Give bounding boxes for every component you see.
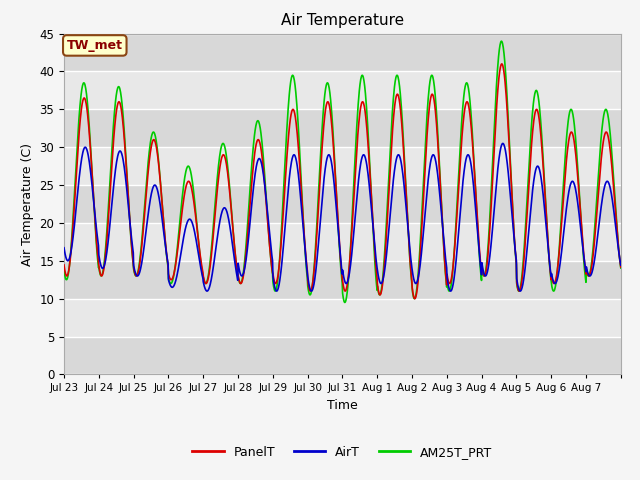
Bar — [64, 336, 621, 374]
Title: Air Temperature: Air Temperature — [281, 13, 404, 28]
Bar — [64, 34, 621, 72]
Bar — [64, 223, 621, 261]
Y-axis label: Air Temperature (C): Air Temperature (C) — [21, 143, 34, 265]
Legend: PanelT, AirT, AM25T_PRT: PanelT, AirT, AM25T_PRT — [188, 441, 497, 464]
Bar — [64, 72, 621, 109]
Text: TW_met: TW_met — [67, 39, 123, 52]
X-axis label: Time: Time — [327, 399, 358, 412]
Bar — [64, 147, 621, 185]
Bar — [64, 261, 621, 299]
Bar — [64, 185, 621, 223]
Bar — [64, 109, 621, 147]
Bar — [64, 299, 621, 336]
